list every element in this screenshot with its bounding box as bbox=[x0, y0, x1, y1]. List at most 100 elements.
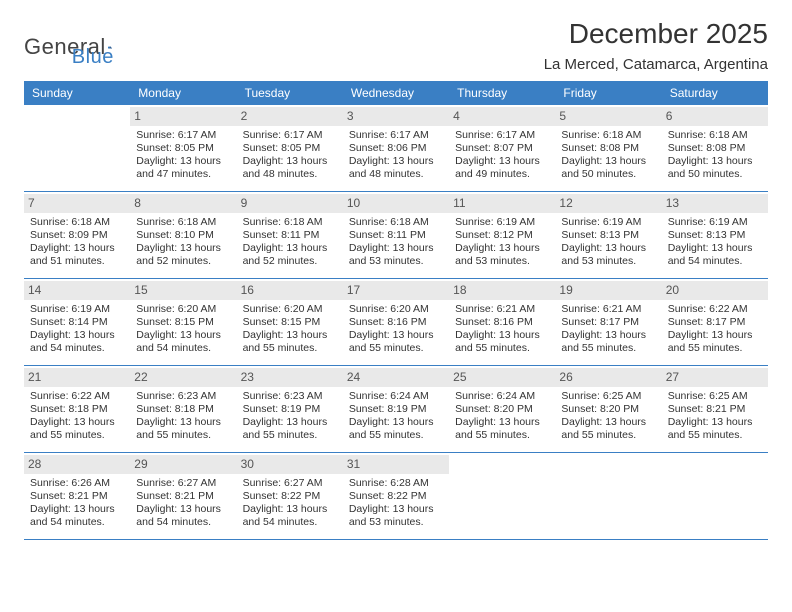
day-number: 16 bbox=[237, 281, 343, 300]
sunrise-text: Sunrise: 6:19 AM bbox=[30, 303, 124, 316]
day-cell: 9Sunrise: 6:18 AMSunset: 8:11 PMDaylight… bbox=[237, 192, 343, 278]
day-number: 22 bbox=[130, 368, 236, 387]
week-row: 28Sunrise: 6:26 AMSunset: 8:21 PMDayligh… bbox=[24, 453, 768, 540]
sunrise-text: Sunrise: 6:17 AM bbox=[455, 129, 549, 142]
day-cell: 12Sunrise: 6:19 AMSunset: 8:13 PMDayligh… bbox=[555, 192, 661, 278]
sunset-text: Sunset: 8:16 PM bbox=[455, 316, 549, 329]
weekday-header: Wednesday bbox=[343, 81, 449, 105]
daylight-text: Daylight: 13 hours and 54 minutes. bbox=[30, 503, 124, 529]
day-cell: 26 Sunrise: 6:25 AMSunset: 8:20 PMDayligh… bbox=[555, 366, 661, 452]
sunrise-text: Sunrise: 6:21 AM bbox=[561, 303, 655, 316]
sunset-text: Sunset: 8:19 PM bbox=[243, 403, 337, 416]
day-cell bbox=[555, 453, 661, 539]
sunrise-text: Sunrise: 6:26 AM bbox=[30, 477, 124, 490]
sunrise-text: Sunrise: 6:28 AM bbox=[349, 477, 443, 490]
sunset-text: Sunset: 8:07 PM bbox=[455, 142, 549, 155]
daylight-text: Daylight: 13 hours and 52 minutes. bbox=[243, 242, 337, 268]
sunset-text: Sunset: 8:15 PM bbox=[136, 316, 230, 329]
week-row: 14Sunrise: 6:19 AMSunset: 8:14 PMDayligh… bbox=[24, 279, 768, 366]
daylight-text: Daylight: 13 hours and 54 minutes. bbox=[136, 329, 230, 355]
daylight-text: Daylight: 13 hours and 55 minutes. bbox=[561, 416, 655, 442]
daylight-text: Daylight: 13 hours and 55 minutes. bbox=[455, 416, 549, 442]
day-number: 13 bbox=[662, 194, 768, 213]
weekday-header: Monday bbox=[130, 81, 236, 105]
daylight-text: Daylight: 13 hours and 55 minutes. bbox=[243, 329, 337, 355]
weekday-header: Sunday bbox=[24, 81, 130, 105]
daylight-text: Daylight: 13 hours and 55 minutes. bbox=[668, 416, 762, 442]
daylight-text: Daylight: 13 hours and 55 minutes. bbox=[668, 329, 762, 355]
sunrise-text: Sunrise: 6:20 AM bbox=[243, 303, 337, 316]
sunrise-text: Sunrise: 6:25 AM bbox=[561, 390, 655, 403]
day-number: 26 bbox=[555, 368, 661, 387]
daylight-text: Daylight: 13 hours and 48 minutes. bbox=[243, 155, 337, 181]
day-cell: 13Sunrise: 6:19 AMSunset: 8:13 PMDayligh… bbox=[662, 192, 768, 278]
sunrise-text: Sunrise: 6:18 AM bbox=[668, 129, 762, 142]
day-number: 9 bbox=[237, 194, 343, 213]
day-number: 19 bbox=[555, 281, 661, 300]
day-cell bbox=[24, 105, 130, 191]
day-number: 4 bbox=[449, 107, 555, 126]
header: General Blue December 2025 La Merced, Ca… bbox=[24, 18, 768, 73]
week-row: 21Sunrise: 6:22 AMSunset: 8:18 PMDayligh… bbox=[24, 366, 768, 453]
sunrise-text: Sunrise: 6:18 AM bbox=[136, 216, 230, 229]
day-cell: 21Sunrise: 6:22 AMSunset: 8:18 PMDayligh… bbox=[24, 366, 130, 452]
month-title: December 2025 bbox=[544, 18, 768, 50]
day-cell: 8Sunrise: 6:18 AMSunset: 8:10 PMDaylight… bbox=[130, 192, 236, 278]
day-cell: 28Sunrise: 6:26 AMSunset: 8:21 PMDayligh… bbox=[24, 453, 130, 539]
daylight-text: Daylight: 13 hours and 53 minutes. bbox=[455, 242, 549, 268]
sunset-text: Sunset: 8:19 PM bbox=[349, 403, 443, 416]
weekday-header: Saturday bbox=[662, 81, 768, 105]
day-number: 6 bbox=[662, 107, 768, 126]
sunrise-text: Sunrise: 6:25 AM bbox=[668, 390, 762, 403]
weekday-header: Thursday bbox=[449, 81, 555, 105]
daylight-text: Daylight: 13 hours and 47 minutes. bbox=[136, 155, 230, 181]
location-text: La Merced, Catamarca, Argentina bbox=[544, 56, 768, 73]
sunset-text: Sunset: 8:20 PM bbox=[561, 403, 655, 416]
daylight-text: Daylight: 13 hours and 55 minutes. bbox=[136, 416, 230, 442]
sunset-text: Sunset: 8:15 PM bbox=[243, 316, 337, 329]
sunset-text: Sunset: 8:16 PM bbox=[349, 316, 443, 329]
day-cell: 19Sunrise: 6:21 AMSunset: 8:17 PMDayligh… bbox=[555, 279, 661, 365]
day-cell: 4Sunrise: 6:17 AMSunset: 8:07 PMDaylight… bbox=[449, 105, 555, 191]
sunrise-text: Sunrise: 6:23 AM bbox=[243, 390, 337, 403]
day-cell: 11Sunrise: 6:19 AMSunset: 8:12 PMDayligh… bbox=[449, 192, 555, 278]
day-cell: 23Sunrise: 6:23 AMSunset: 8:19 PMDayligh… bbox=[237, 366, 343, 452]
day-number: 7 bbox=[24, 194, 130, 213]
weekday-header: Tuesday bbox=[237, 81, 343, 105]
daylight-text: Daylight: 13 hours and 55 minutes. bbox=[30, 416, 124, 442]
sunrise-text: Sunrise: 6:22 AM bbox=[30, 390, 124, 403]
daylight-text: Daylight: 13 hours and 53 minutes. bbox=[561, 242, 655, 268]
daylight-text: Daylight: 13 hours and 55 minutes. bbox=[349, 416, 443, 442]
title-block: December 2025 La Merced, Catamarca, Arge… bbox=[544, 18, 768, 73]
sunset-text: Sunset: 8:06 PM bbox=[349, 142, 443, 155]
day-number: 20 bbox=[662, 281, 768, 300]
weekday-header: Friday bbox=[555, 81, 661, 105]
sunrise-text: Sunrise: 6:19 AM bbox=[668, 216, 762, 229]
day-number: 1 bbox=[130, 107, 236, 126]
sunset-text: Sunset: 8:21 PM bbox=[668, 403, 762, 416]
daylight-text: Daylight: 13 hours and 55 minutes. bbox=[349, 329, 443, 355]
sunrise-text: Sunrise: 6:23 AM bbox=[136, 390, 230, 403]
day-cell: 29Sunrise: 6:27 AMSunset: 8:21 PMDayligh… bbox=[130, 453, 236, 539]
day-number: 18 bbox=[449, 281, 555, 300]
sunset-text: Sunset: 8:05 PM bbox=[136, 142, 230, 155]
day-number: 15 bbox=[130, 281, 236, 300]
day-number: 5 bbox=[555, 107, 661, 126]
day-cell: 16 Sunrise: 6:20 AMSunset: 8:15 PMDayligh… bbox=[237, 279, 343, 365]
day-cell: 2Sunrise: 6:17 AMSunset: 8:05 PMDaylight… bbox=[237, 105, 343, 191]
day-cell: 7Sunrise: 6:18 AMSunset: 8:09 PMDaylight… bbox=[24, 192, 130, 278]
day-number: 12 bbox=[555, 194, 661, 213]
sunset-text: Sunset: 8:22 PM bbox=[349, 490, 443, 503]
sunset-text: Sunset: 8:13 PM bbox=[561, 229, 655, 242]
sunrise-text: Sunrise: 6:21 AM bbox=[455, 303, 549, 316]
day-number: 27 bbox=[662, 368, 768, 387]
weekday-header-row: Sunday Monday Tuesday Wednesday Thursday… bbox=[24, 81, 768, 105]
sunset-text: Sunset: 8:17 PM bbox=[668, 316, 762, 329]
sunrise-text: Sunrise: 6:17 AM bbox=[349, 129, 443, 142]
sunrise-text: Sunrise: 6:18 AM bbox=[243, 216, 337, 229]
sunset-text: Sunset: 8:10 PM bbox=[136, 229, 230, 242]
daylight-text: Daylight: 13 hours and 48 minutes. bbox=[349, 155, 443, 181]
daylight-text: Daylight: 13 hours and 54 minutes. bbox=[30, 329, 124, 355]
day-cell: 24Sunrise: 6:24 AMSunset: 8:19 PMDayligh… bbox=[343, 366, 449, 452]
day-cell: 30Sunrise: 6:27 AMSunset: 8:22 PMDayligh… bbox=[237, 453, 343, 539]
